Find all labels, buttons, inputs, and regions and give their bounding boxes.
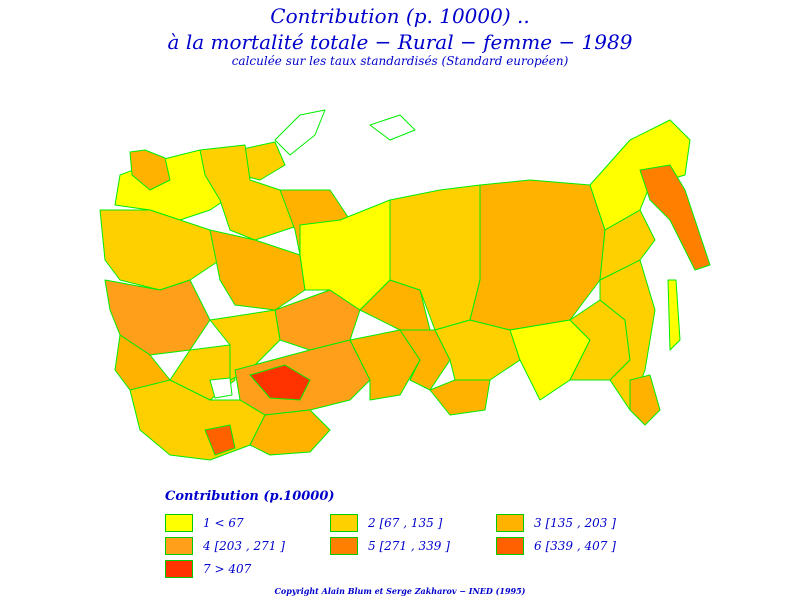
map-title: Contribution (p. 10000) .. xyxy=(270,4,530,28)
legend-item-6: 6 [339 , 407 ] xyxy=(496,536,616,556)
region-primorye xyxy=(629,374,661,426)
region-archangelsk xyxy=(199,144,301,241)
map-subtitle: à la mortalité totale − Rural − femme − … xyxy=(167,30,633,54)
legend-swatch xyxy=(496,537,524,555)
legend-swatch xyxy=(330,514,358,532)
region-kamchatka-north xyxy=(599,209,656,281)
legend-swatch xyxy=(165,514,193,532)
legend-swatch xyxy=(165,560,193,578)
region-severnaya xyxy=(369,114,416,141)
legend-label: 5 [271 , 339 ] xyxy=(368,539,450,553)
legend-item-3: 3 [135 , 203 ] xyxy=(496,513,616,533)
legend-label: 6 [339 , 407 ] xyxy=(534,539,616,553)
legend-swatch xyxy=(330,537,358,555)
legend-label: 7 > 407 xyxy=(203,562,252,576)
legend-item-1: 1 < 67 xyxy=(165,513,244,533)
region-karelia xyxy=(129,149,171,191)
region-volga xyxy=(209,229,306,311)
region-yakutia xyxy=(469,179,606,331)
region-kazakh-hot xyxy=(249,364,311,401)
region-kamchatka xyxy=(639,164,711,271)
aral-sea xyxy=(209,377,233,399)
region-sakhalin xyxy=(667,279,681,351)
choropleth-map xyxy=(99,109,711,461)
copyright-notice: Copyright Alain Blum et Serge Zakharov −… xyxy=(274,586,526,596)
legend-title: Contribution (p.10000) xyxy=(165,489,335,504)
legend-label: 3 [135 , 203 ] xyxy=(534,516,616,530)
map-caption: calculée sur les taux standardisés (Stan… xyxy=(231,54,569,68)
region-novaya-zemlya xyxy=(274,109,326,156)
legend-item-5: 5 [271 , 339 ] xyxy=(330,536,450,556)
legend-label: 2 [67 , 135 ] xyxy=(368,516,443,530)
region-central xyxy=(99,209,221,291)
region-khabarovsk xyxy=(599,259,656,411)
legend-label: 1 < 67 xyxy=(203,516,244,530)
legend-swatch xyxy=(165,537,193,555)
region-central-asia-hot xyxy=(204,424,236,456)
legend-swatch xyxy=(496,514,524,532)
legend-item-4: 4 [203 , 271 ] xyxy=(165,536,285,556)
region-chita xyxy=(509,319,591,401)
region-tyumen-south xyxy=(359,279,431,331)
region-tuva xyxy=(429,379,491,416)
region-tajik xyxy=(249,409,331,456)
legend-item-2: 2 [67 , 135 ] xyxy=(330,513,442,533)
legend-item-7: 7 > 407 xyxy=(165,559,251,579)
legend-label: 4 [203 , 271 ] xyxy=(203,539,285,553)
